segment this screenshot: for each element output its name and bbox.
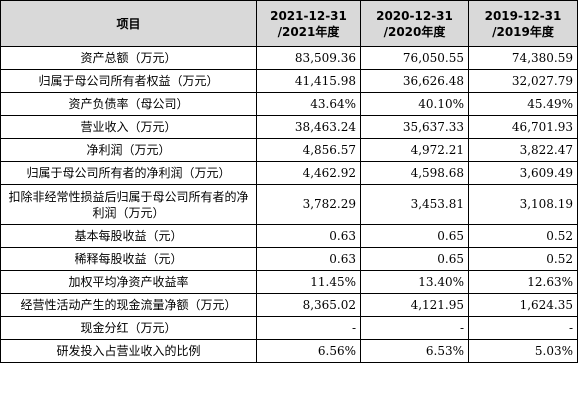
header-period-year: /2019年度: [492, 24, 554, 39]
cell-value: 0.52: [468, 224, 578, 248]
row-label: 资产总额（万元）: [0, 46, 257, 70]
row-label: 扣除非经常性损益后归属于母公司所有者的净利润（万元）: [0, 184, 257, 225]
cell-value: 45.49%: [468, 92, 578, 116]
row-label: 归属于母公司所有者的净利润（万元）: [0, 161, 257, 185]
cell-value: 3,108.19: [468, 184, 578, 225]
cell-value: -: [468, 316, 578, 340]
cell-value: 35,637.33: [360, 115, 469, 139]
cell-value: 76,050.55: [360, 46, 469, 70]
cell-value: 4,462.92: [256, 161, 361, 185]
cell-value: 74,380.59: [468, 46, 578, 70]
row-label: 研发投入占营业收入的比例: [0, 339, 257, 363]
cell-value: 38,463.24: [256, 115, 361, 139]
cell-value: 41,415.98: [256, 69, 361, 93]
table-row: 现金分红（万元） - - -: [0, 316, 578, 340]
row-label: 净利润（万元）: [0, 138, 257, 162]
cell-value: 13.40%: [360, 270, 469, 294]
row-label: 经营性活动产生的现金流量净额（万元）: [0, 293, 257, 317]
cell-value: 6.53%: [360, 339, 469, 363]
table-row: 资产负债率（母公司） 43.64% 40.10% 45.49%: [0, 92, 578, 116]
table-row: 稀释每股收益（元） 0.63 0.65 0.52: [0, 247, 578, 271]
row-label: 加权平均净资产收益率: [0, 270, 257, 294]
header-item: 项目: [0, 0, 257, 47]
cell-value: 0.52: [468, 247, 578, 271]
cell-value: 83,509.36: [256, 46, 361, 70]
header-row: 项目 2021-12-31/2021年度 2020-12-31/2020年度 2…: [0, 0, 578, 47]
header-period-2019: 2019-12-31/2019年度: [468, 0, 578, 47]
table-row: 归属于母公司所有者的净利润（万元） 4,462.92 4,598.68 3,60…: [0, 161, 578, 185]
row-label: 归属于母公司所有者权益（万元）: [0, 69, 257, 93]
header-period-2021: 2021-12-31/2021年度: [256, 0, 361, 47]
financial-table-container: 项目 2021-12-31/2021年度 2020-12-31/2020年度 2…: [0, 0, 578, 363]
table-row: 加权平均净资产收益率 11.45% 13.40% 12.63%: [0, 270, 578, 294]
cell-value: 4,598.68: [360, 161, 469, 185]
table-row: 净利润（万元） 4,856.57 4,972.21 3,822.47: [0, 138, 578, 162]
cell-value: 0.65: [360, 247, 469, 271]
header-period-year: /2021年度: [277, 24, 340, 39]
cell-value: 4,121.95: [360, 293, 469, 317]
cell-value: 3,782.29: [256, 184, 361, 225]
cell-value: -: [360, 316, 469, 340]
table-row: 扣除非经常性损益后归属于母公司所有者的净利润（万元） 3,782.29 3,45…: [0, 184, 578, 225]
cell-value: 3,609.49: [468, 161, 578, 185]
cell-value: 3,453.81: [360, 184, 469, 225]
table-row: 经营性活动产生的现金流量净额（万元） 8,365.02 4,121.95 1,6…: [0, 293, 578, 317]
cell-value: 1,624.35: [468, 293, 578, 317]
cell-value: 46,701.93: [468, 115, 578, 139]
table-row: 基本每股收益（元） 0.63 0.65 0.52: [0, 224, 578, 248]
cell-value: 11.45%: [256, 270, 361, 294]
table-row: 营业收入（万元） 38,463.24 35,637.33 46,701.93: [0, 115, 578, 139]
cell-value: 0.63: [256, 247, 361, 271]
cell-value: 4,972.21: [360, 138, 469, 162]
cell-value: 4,856.57: [256, 138, 361, 162]
cell-value: 0.65: [360, 224, 469, 248]
row-label: 资产负债率（母公司）: [0, 92, 257, 116]
cell-value: 36,626.48: [360, 69, 469, 93]
header-period-2020: 2020-12-31/2020年度: [360, 0, 469, 47]
financial-data-table: 项目 2021-12-31/2021年度 2020-12-31/2020年度 2…: [0, 0, 578, 363]
row-label: 稀释每股收益（元）: [0, 247, 257, 271]
table-row: 研发投入占营业收入的比例 6.56% 6.53% 5.03%: [0, 339, 578, 363]
header-period-year: /2020年度: [383, 24, 446, 39]
cell-value: 32,027.79: [468, 69, 578, 93]
cell-value: 12.63%: [468, 270, 578, 294]
cell-value: 8,365.02: [256, 293, 361, 317]
cell-value: 5.03%: [468, 339, 578, 363]
cell-value: -: [256, 316, 361, 340]
row-label: 现金分红（万元）: [0, 316, 257, 340]
row-label: 营业收入（万元）: [0, 115, 257, 139]
cell-value: 43.64%: [256, 92, 361, 116]
cell-value: 0.63: [256, 224, 361, 248]
row-label: 基本每股收益（元）: [0, 224, 257, 248]
cell-value: 40.10%: [360, 92, 469, 116]
table-row: 归属于母公司所有者权益（万元） 41,415.98 36,626.48 32,0…: [0, 69, 578, 93]
header-period-date: 2020-12-31: [376, 8, 453, 23]
cell-value: 6.56%: [256, 339, 361, 363]
cell-value: 3,822.47: [468, 138, 578, 162]
header-period-date: 2021-12-31: [270, 8, 347, 23]
table-row: 资产总额（万元） 83,509.36 76,050.55 74,380.59: [0, 46, 578, 70]
header-period-date: 2019-12-31: [484, 8, 562, 23]
